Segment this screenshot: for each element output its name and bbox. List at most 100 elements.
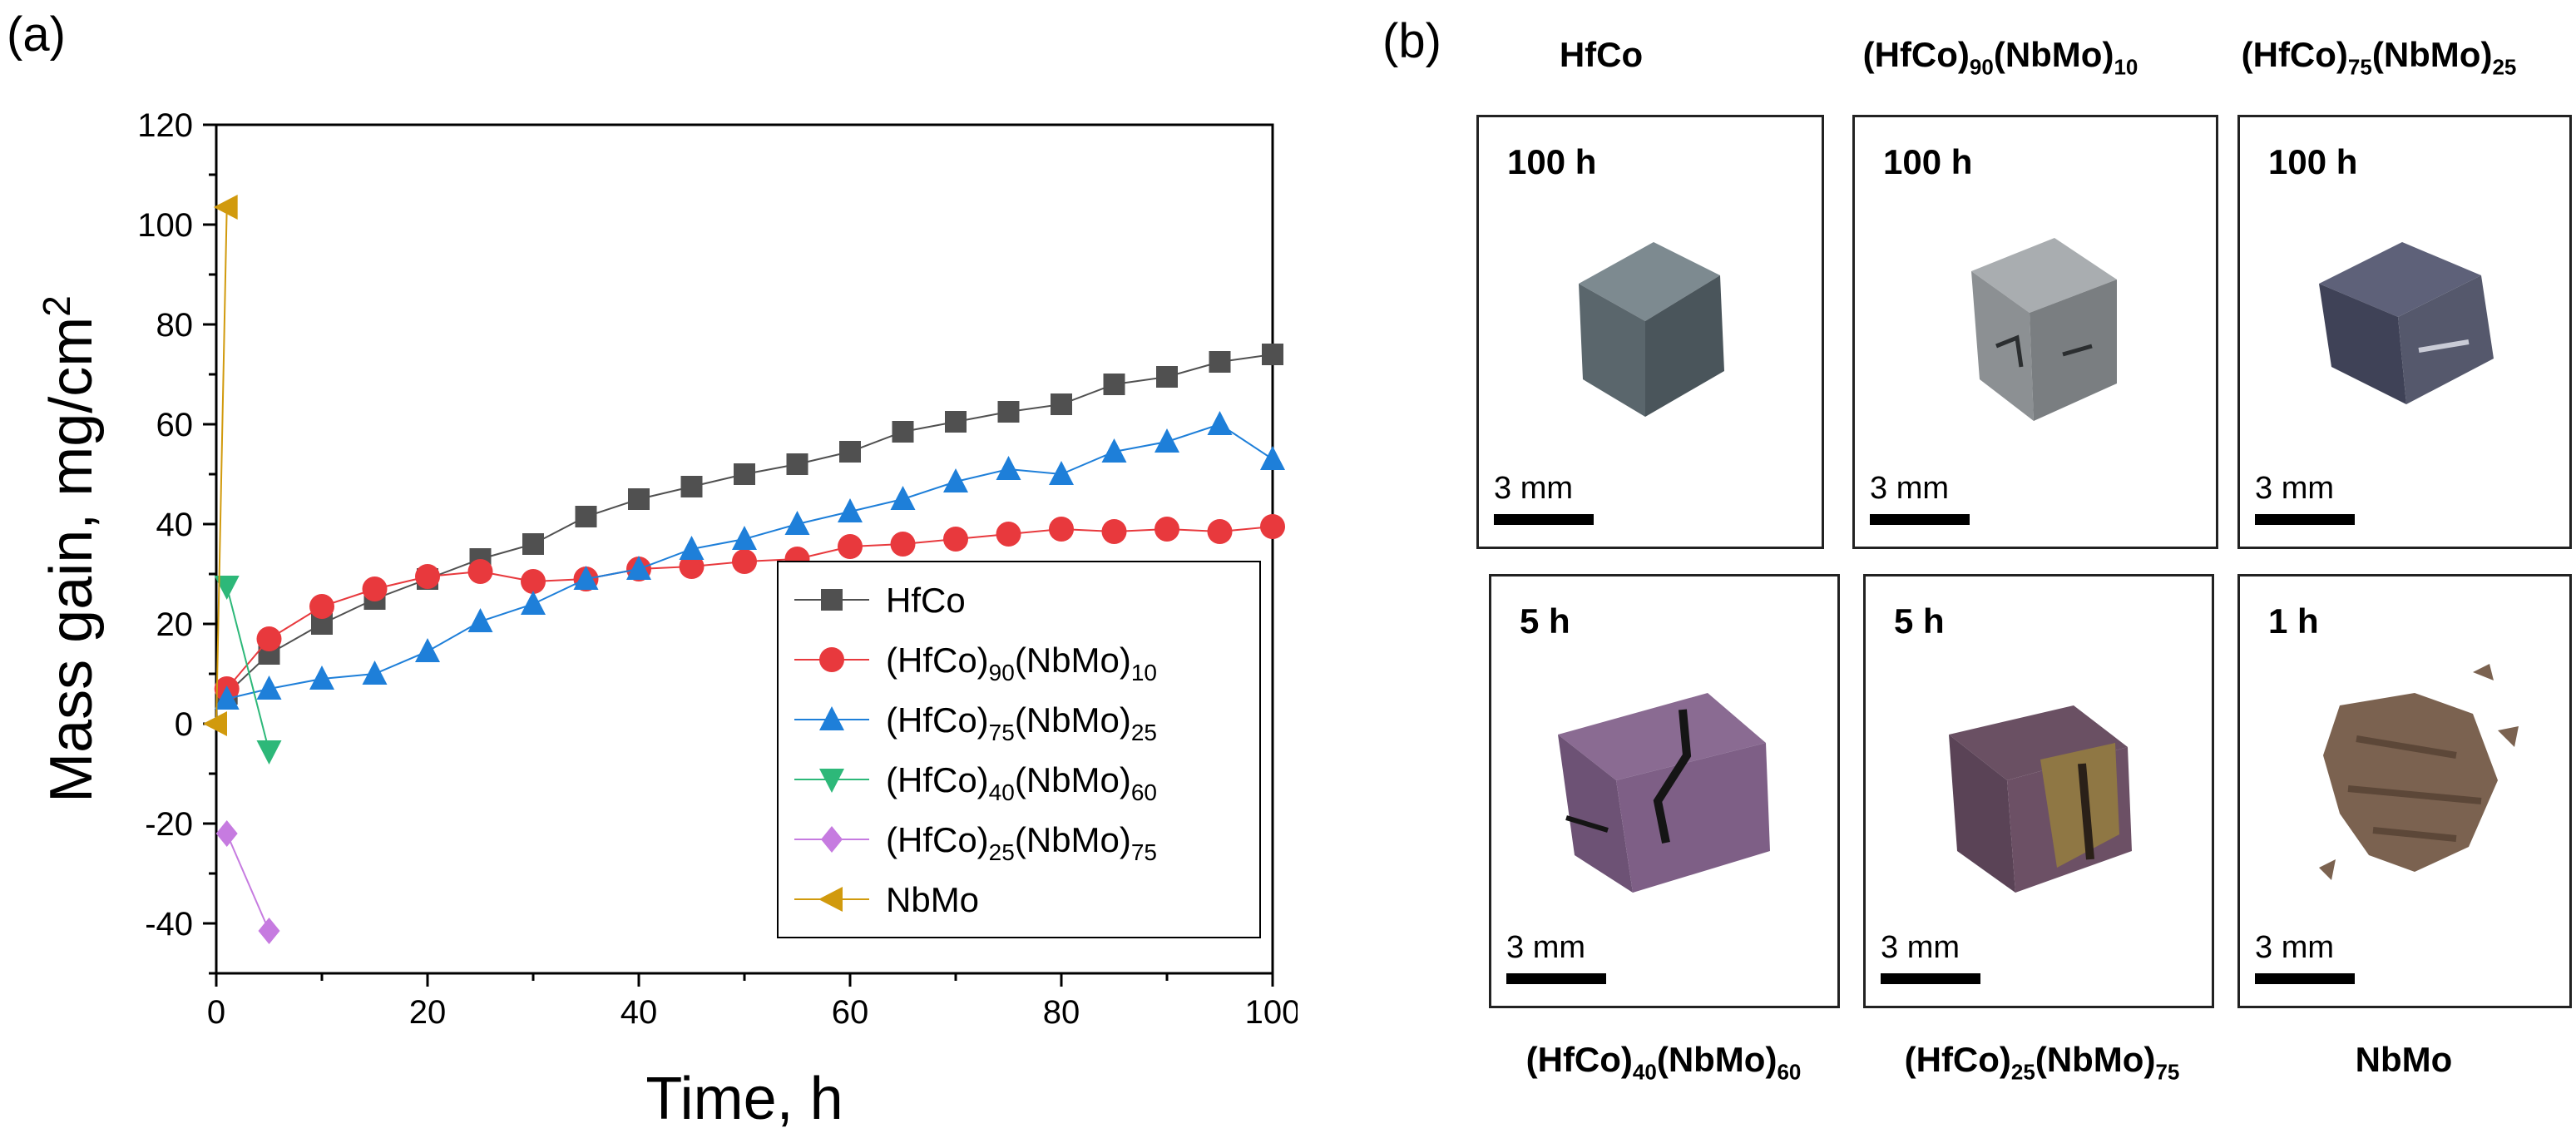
y-tick-label: 20 <box>156 606 194 643</box>
data-point-1 <box>521 569 546 594</box>
photo-label-top-2: (HfCo)90(NbMo)10 <box>1862 35 2138 80</box>
photo-frame-hfco: 100 h 3 mm <box>1476 115 1824 549</box>
data-point-3 <box>256 740 282 765</box>
photo-frame-nbmo: 1 h 3 mm <box>2237 574 2572 1008</box>
data-point-0 <box>1156 366 1178 388</box>
mass-gain-chart: 0 20 40 60 80 100 -40 -20 0 20 40 60 80 100 120 Time, h… <box>35 107 1298 1132</box>
data-point-0 <box>786 453 808 475</box>
data-point-0 <box>1103 374 1125 395</box>
photo-frame-hfco90: 100 h 3 mm <box>1852 115 2218 549</box>
y-tick-label: 0 <box>175 706 193 743</box>
legend-entry-1: (HfCo)90(NbMo)10 <box>886 641 1157 685</box>
photo-label-bottom-1: (HfCo)40(NbMo)60 <box>1525 1040 1802 1085</box>
data-point-5 <box>203 711 227 736</box>
data-point-1 <box>1155 517 1179 542</box>
scale-label: 3 mm <box>1494 471 1573 506</box>
data-point-0 <box>945 411 967 433</box>
data-point-3 <box>214 576 240 600</box>
data-point-0 <box>680 476 703 497</box>
data-point-0 <box>575 506 597 527</box>
x-tick-label: 100 <box>1245 994 1298 1031</box>
data-point-0 <box>522 533 544 555</box>
scale-label: 3 mm <box>2255 930 2334 965</box>
data-point-2 <box>256 675 282 700</box>
data-point-2 <box>309 666 334 690</box>
sample-image-hfco75 <box>2319 242 2494 404</box>
photo-frame-hfco25: 5 h 3 mm <box>1863 574 2214 1008</box>
data-point-0 <box>1209 351 1231 373</box>
data-point-0 <box>1262 344 1283 365</box>
data-point-1 <box>309 594 334 619</box>
panel-b-label: (b) <box>1382 14 1441 68</box>
legend-box <box>777 561 1261 938</box>
data-point-1 <box>362 576 388 601</box>
photo-frame-hfco40: 5 h 3 mm <box>1489 574 1840 1008</box>
data-point-0 <box>628 488 650 510</box>
data-point-2 <box>415 638 440 662</box>
data-point-2 <box>1260 446 1285 470</box>
series-line-5 <box>215 206 228 725</box>
data-point-1 <box>467 559 493 584</box>
photo-duration: 1 h <box>2268 601 2319 641</box>
scale-label: 3 mm <box>1870 471 1949 506</box>
data-point-2 <box>943 468 968 492</box>
data-point-1 <box>415 564 440 589</box>
scale-bar <box>1506 973 1606 984</box>
x-tick-label: 20 <box>409 994 447 1031</box>
data-point-1 <box>890 532 916 557</box>
data-point-5 <box>213 195 238 220</box>
legend-entry-5: NbMo <box>886 880 979 919</box>
data-point-2 <box>1155 428 1179 453</box>
legend-marker-2 <box>819 706 844 730</box>
y-tick-label: 100 <box>137 207 193 244</box>
data-point-1 <box>679 554 705 579</box>
photo-duration: 5 h <box>1894 601 1945 641</box>
data-point-2 <box>838 498 863 522</box>
data-point-1 <box>1207 519 1233 544</box>
sample-image-hfco90 <box>1971 238 2117 421</box>
legend-entry-3: (HfCo)40(NbMo)60 <box>886 760 1157 805</box>
data-point-2 <box>362 661 388 685</box>
photo-duration: 100 h <box>1883 142 1973 181</box>
data-point-2 <box>679 536 705 560</box>
data-point-2 <box>1101 438 1127 463</box>
data-point-1 <box>1101 519 1127 544</box>
data-point-0 <box>997 401 1020 423</box>
panel-a-label: (a) <box>7 7 66 62</box>
data-point-1 <box>838 534 863 559</box>
data-point-2 <box>1207 411 1233 435</box>
photo-label-bottom-2: (HfCo)25(NbMo)75 <box>1904 1040 2180 1085</box>
x-tick-label: 80 <box>1043 994 1080 1031</box>
sample-image-nbmo <box>2319 664 2519 880</box>
legend-entry-0: HfCo <box>886 581 966 620</box>
scale-bar <box>2255 514 2355 525</box>
data-point-2 <box>732 526 757 550</box>
sample-image-hfco <box>1579 242 1724 417</box>
scale-bar <box>1870 514 1970 525</box>
data-point-1 <box>732 549 757 574</box>
data-point-0 <box>1051 393 1072 415</box>
y-tick-label: 80 <box>156 307 194 344</box>
data-point-4 <box>215 820 238 847</box>
data-point-2 <box>996 456 1021 480</box>
data-point-4 <box>258 918 280 944</box>
photo-duration: 5 h <box>1520 601 1570 641</box>
data-point-1 <box>256 626 282 651</box>
y-tick-label: -20 <box>145 806 193 843</box>
y-tick-label: -40 <box>145 906 193 943</box>
data-point-2 <box>467 608 493 632</box>
photo-label-top-1: HfCo <box>1559 35 1644 74</box>
data-point-0 <box>839 441 861 463</box>
data-point-2 <box>1049 461 1074 485</box>
photo-duration: 100 h <box>2268 142 2358 181</box>
x-tick-label: 0 <box>207 994 225 1031</box>
sample-image-hfco40 <box>1558 693 1770 893</box>
data-point-2 <box>784 511 810 535</box>
x-tick-label: 60 <box>832 994 869 1031</box>
scale-bar <box>1881 973 1980 984</box>
legend-marker-3 <box>819 769 844 793</box>
data-point-1 <box>996 522 1021 547</box>
scale-label: 3 mm <box>1506 930 1585 965</box>
x-tick-label: 40 <box>621 994 658 1031</box>
photo-frame-hfco75: 100 h 3 mm <box>2237 115 2572 549</box>
